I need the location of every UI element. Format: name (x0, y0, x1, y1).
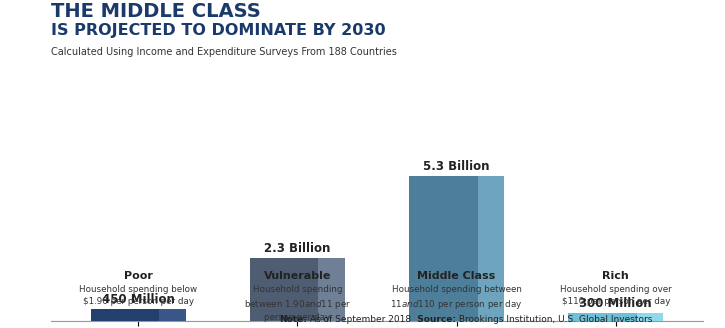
Text: Source:: Source: (411, 315, 456, 324)
Bar (409, 175, 478, 321)
Bar (160, 309, 186, 321)
Text: 300 Million: 300 Million (579, 297, 652, 310)
Text: Poor: Poor (124, 271, 153, 280)
Text: Household spending below
$1.90 per person per day: Household spending below $1.90 per perso… (79, 285, 197, 306)
Text: Middle Class: Middle Class (418, 271, 496, 280)
Text: Vulnerable: Vulnerable (264, 271, 331, 280)
Bar (637, 313, 663, 321)
Text: IS PROJECTED TO DOMINATE BY 2030: IS PROJECTED TO DOMINATE BY 2030 (51, 23, 386, 38)
Text: Note:: Note: (279, 315, 307, 324)
Text: Household spending over
$110 per person per day: Household spending over $110 per person … (560, 285, 671, 306)
Bar (91, 309, 160, 321)
Text: As of September 2018: As of September 2018 (307, 315, 411, 324)
Bar (318, 258, 345, 321)
Text: Household spending between
$11 and $110 per person per day: Household spending between $11 and $110 … (390, 285, 523, 311)
Text: 5.3 Billion: 5.3 Billion (423, 160, 490, 173)
Bar (568, 313, 637, 321)
Text: THE MIDDLE CLASS: THE MIDDLE CLASS (51, 2, 260, 21)
Text: Calculated Using Income and Expenditure Surveys From 188 Countries: Calculated Using Income and Expenditure … (51, 47, 397, 56)
Text: Household spending
between $1.90 and $11 per
person per day: Household spending between $1.90 and $11… (244, 285, 351, 322)
Text: 2.3 Billion: 2.3 Billion (264, 242, 331, 256)
Bar (249, 258, 318, 321)
Bar (478, 175, 505, 321)
Text: Rich: Rich (602, 271, 629, 280)
Text: Brookings Institution, U.S. Global Investors: Brookings Institution, U.S. Global Inves… (456, 315, 652, 324)
Text: 450 Million: 450 Million (102, 293, 175, 306)
